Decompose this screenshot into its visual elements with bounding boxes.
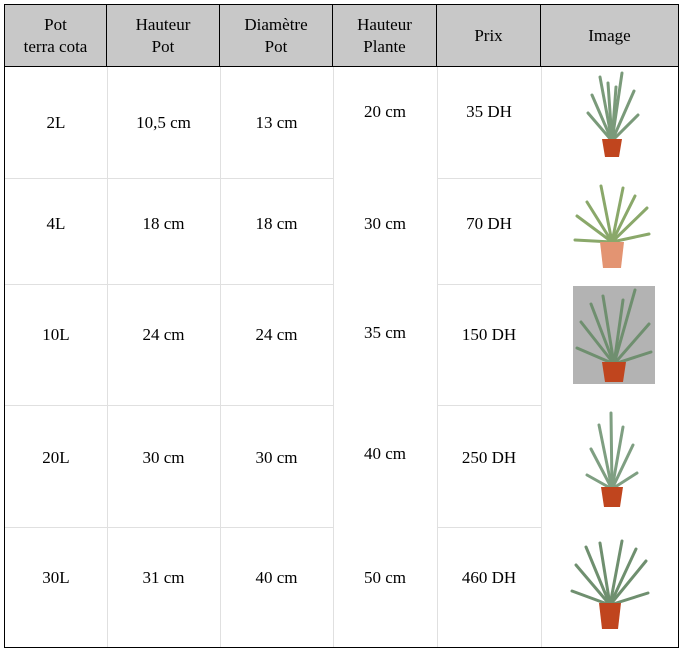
divider [437,527,541,528]
divider [333,67,334,647]
aloe-plant-icon [582,69,642,159]
cell-hauteur-plante: 40 cm [363,444,407,463]
cell-hauteur-plante: 30 cm [363,214,407,233]
divider [541,67,542,647]
cell-hauteur-plante: 50 cm [363,568,407,587]
cell-prix: 150 DH [461,325,517,344]
aloe-plant-icon [573,286,655,384]
cell-hauteur-plante: 35 cm [363,323,407,342]
divider [5,284,333,285]
header-diametre-pot: Diamètre Pot [220,5,333,66]
cell-pot: 2L [46,112,66,132]
aloe-plant-icon [583,409,641,509]
header-pot: Pot terra cota [5,5,107,66]
aloe-plant-icon [570,539,650,633]
divider [437,67,438,647]
divider [5,405,333,406]
divider [437,405,541,406]
aloe-plant-icon [573,182,651,270]
cell-hauteur-pot: 30 cm [142,448,185,467]
cell-diametre: 18 cm [255,214,298,233]
cell-pot: 10L [42,325,70,344]
cell-hauteur-pot: 24 cm [142,325,185,344]
divider [107,67,108,647]
cell-hauteur-plante: 20 cm [363,102,407,121]
header-image: Image [588,25,631,45]
header-hauteur-plante: Hauteur Plante [333,5,437,66]
cell-prix: 35 DH [466,102,512,121]
cell-diametre: 40 cm [255,568,298,587]
table-header-row: Pot terra cota Hauteur Pot Diamètre Pot … [5,5,678,67]
cell-prix: 70 DH [466,214,512,233]
cell-diametre: 24 cm [255,325,298,344]
divider [5,178,333,179]
cell-prix: 460 DH [461,568,517,587]
cell-hauteur-pot: 10,5 cm [136,112,191,132]
cell-diametre: 30 cm [255,448,298,467]
cell-diametre: 13 cm [255,112,298,132]
divider [437,178,541,179]
header-prix: Prix [437,5,541,66]
divider [220,67,221,647]
cell-pot: 4L [46,214,66,233]
cell-hauteur-pot: 18 cm [142,214,185,233]
price-table: Pot terra cota Hauteur Pot Diamètre Pot … [4,4,679,648]
cell-pot: 30L [42,568,70,587]
divider [437,284,541,285]
cell-prix: 250 DH [461,448,517,467]
cell-hauteur-pot: 31 cm [142,568,185,587]
header-hauteur-pot: Hauteur Pot [107,5,220,66]
cell-pot: 20L [42,448,70,467]
divider [5,527,333,528]
